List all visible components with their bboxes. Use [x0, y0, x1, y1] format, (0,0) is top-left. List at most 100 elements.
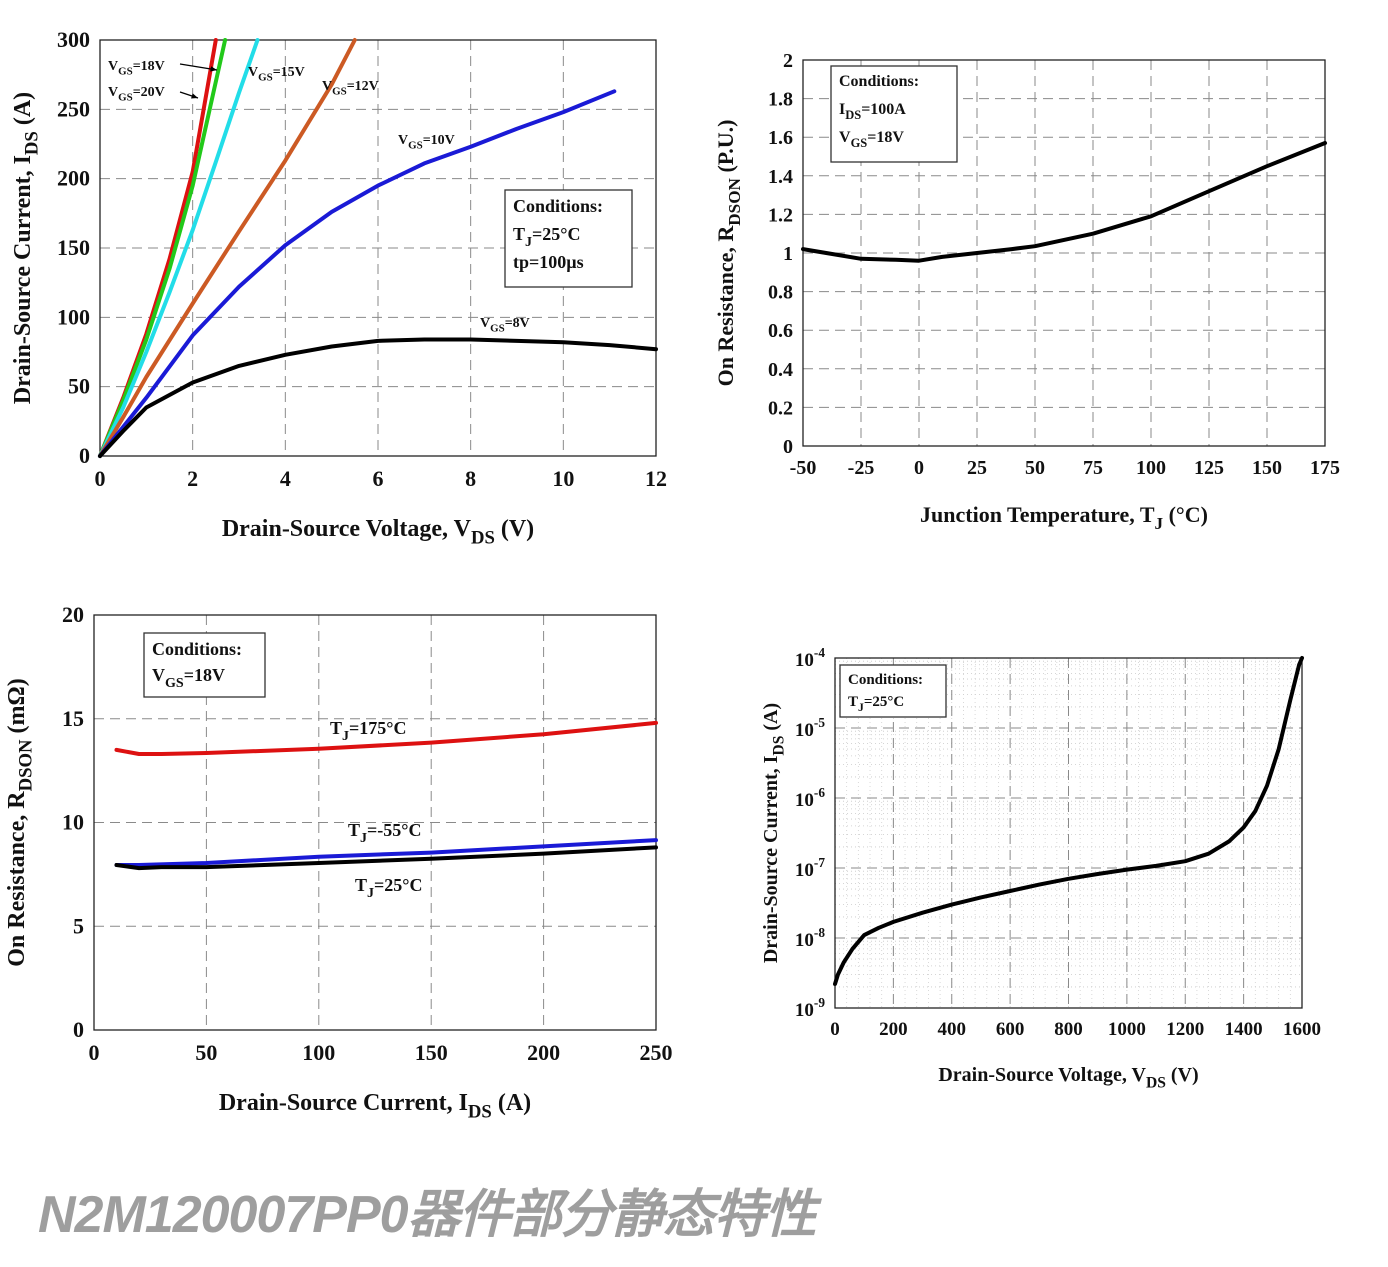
y-tick-label: 0.4	[768, 359, 793, 381]
conditions-line: Conditions:	[839, 73, 919, 90]
series-label: VGS=15V	[248, 65, 305, 83]
x-tick-label: 200	[527, 1040, 560, 1065]
y-tick-label: 100	[57, 304, 90, 329]
series-line	[114, 720, 658, 756]
series-line	[98, 337, 658, 458]
chart-figure: 0 2 4 6 8 10 12050100150200250300VGS=18VVGS=20…	[4, 27, 1340, 1123]
y-axis-label: Drain-Source Current, IDS (A)	[10, 92, 43, 404]
x-tick-label: 0	[89, 1040, 100, 1065]
chart-rdson-temp: -50 -25 0 25 50 75 100 125 150 175 0 0.2 0.4 0.6 0.8 1 1…	[713, 50, 1340, 533]
conditions-line: Conditions:	[152, 639, 242, 659]
x-axis-label: Drain-Source Current, IDS (A)	[219, 1090, 531, 1123]
conditions-box	[143, 632, 266, 698]
chart-rdson-current: 0 50 100 150 200 250 0 5 10 15 20 TJ=175°C TJ=-55°C T…	[4, 602, 673, 1123]
x-tick-label: 6	[373, 466, 384, 491]
conditions-line: Conditions:	[513, 196, 603, 216]
x-tick-label: 0	[95, 466, 106, 491]
x-tick-label: 50	[195, 1040, 217, 1065]
y-tick-label: 0.2	[768, 397, 793, 419]
x-axis-label: Drain-Source Voltage, VDS (V)	[222, 516, 534, 549]
y-tick-label: 300	[57, 27, 90, 52]
figure-caption: N2M120007PP0器件部分静态特性	[38, 1186, 817, 1244]
plot-frame	[834, 657, 1303, 1009]
chart-output: 0 2 4 6 8 10 12 0 50 100 150 200 250 300 VGS=18V VGS=20…	[10, 27, 667, 549]
plot-frame	[802, 59, 1326, 447]
conditions-box	[830, 65, 958, 163]
y-tick-label: 2	[783, 50, 793, 72]
y-axis-label: On Resistance, RDSON (P.U.)	[713, 120, 744, 387]
x-axis-label: Drain-Source Voltage, VDS (V)	[938, 1064, 1198, 1091]
x-tick-label: 0	[830, 1019, 840, 1040]
x-tick-label: 2	[187, 466, 198, 491]
x-tick-label: 4	[280, 466, 291, 491]
conditions-line: TJ=25°C	[848, 694, 904, 714]
conditions-box	[504, 189, 633, 288]
x-tick-label: 1600	[1283, 1019, 1321, 1040]
series-label: VGS=18V	[108, 59, 165, 77]
y-tick-label: 10-9	[795, 995, 825, 1021]
x-tick-label: 25	[967, 457, 987, 479]
x-tick-label: 1200	[1166, 1019, 1204, 1040]
y-tick-label: 5	[73, 913, 84, 938]
x-tick-label: 200	[879, 1019, 908, 1040]
y-tick-label: 200	[57, 166, 90, 191]
x-tick-label: 175	[1310, 457, 1340, 479]
x-tick-label: 1000	[1108, 1019, 1146, 1040]
chart-leakage: 0 200 400 600 800 1000 1200 1400 1600 10-9 10-8 10-…	[760, 645, 1321, 1091]
conditions-line: Conditions:	[848, 672, 923, 688]
y-tick-label: 0	[783, 436, 793, 458]
x-tick-label: 125	[1194, 457, 1224, 479]
x-tick-label: 600	[996, 1019, 1025, 1040]
conditions-line: tp=100µs	[513, 252, 584, 272]
y-tick-label: 10-6	[795, 785, 825, 811]
series-line	[98, 89, 617, 458]
x-tick-label: 150	[1252, 457, 1282, 479]
series-line	[801, 141, 1327, 263]
y-tick-label: 50	[68, 374, 90, 399]
y-tick-label: 0.8	[768, 282, 793, 304]
x-tick-label: 0	[914, 457, 924, 479]
y-tick-label: 1.4	[768, 166, 793, 188]
series-label: VGS=8V	[480, 316, 530, 334]
x-tick-label: 100	[302, 1040, 335, 1065]
x-tick-label: 400	[938, 1019, 967, 1040]
series-label: VGS=20V	[108, 85, 165, 103]
y-tick-label: 0.6	[768, 320, 793, 342]
y-tick-label: 20	[62, 602, 84, 627]
series-line	[98, 38, 228, 458]
y-tick-label: 1.6	[768, 127, 793, 149]
y-tick-label: 0	[73, 1017, 84, 1042]
conditions-line: IDS=100A	[839, 101, 906, 122]
x-tick-label: 12	[645, 466, 667, 491]
x-tick-label: -50	[790, 457, 817, 479]
y-tick-label: 0	[79, 443, 90, 468]
y-tick-label: 150	[57, 235, 90, 260]
y-tick-label: 1.8	[768, 89, 793, 111]
x-tick-label: 150	[415, 1040, 448, 1065]
conditions-line: VGS=18V	[152, 665, 225, 691]
x-tick-label: 250	[640, 1040, 673, 1065]
label-arrowhead	[191, 93, 198, 99]
x-tick-label: 50	[1025, 457, 1045, 479]
y-tick-label: 1.2	[768, 204, 793, 226]
series-line	[833, 656, 1304, 986]
conditions-box	[839, 664, 947, 718]
y-axis-label: Drain-Source Current, IDS (A)	[760, 703, 787, 963]
y-tick-label: 10-4	[795, 645, 825, 671]
series-label: VGS=12V	[322, 79, 379, 97]
series-line	[98, 38, 260, 458]
label-arrowhead	[210, 66, 217, 72]
series-line	[114, 838, 658, 867]
plot-frame	[99, 39, 657, 457]
y-tick-label: 10-7	[795, 855, 825, 881]
y-tick-label: 10-8	[795, 925, 825, 951]
series-line	[114, 845, 658, 871]
x-tick-label: 1400	[1225, 1019, 1263, 1040]
y-tick-label: 10	[62, 810, 84, 835]
series-label: TJ=175°C	[330, 718, 407, 744]
conditions-line: VGS=18V	[839, 129, 904, 150]
series-line	[98, 38, 357, 458]
y-axis-label: On Resistance, RDSON (mΩ)	[4, 678, 37, 967]
x-tick-label: -25	[848, 457, 875, 479]
y-tick-label: 250	[57, 96, 90, 121]
